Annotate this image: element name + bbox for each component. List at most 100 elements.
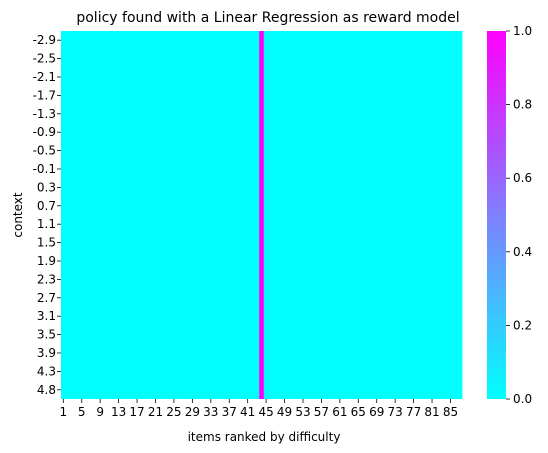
heatmap-column-22 xyxy=(157,31,163,399)
heatmap-column-41 xyxy=(245,31,251,399)
heatmap-column-81 xyxy=(429,31,435,399)
y-tick-label: 0.3 xyxy=(37,180,56,194)
x-tick-label: 57 xyxy=(314,405,329,419)
y-tick-label: -2.5 xyxy=(33,52,56,66)
heatmap-column-60 xyxy=(332,31,338,399)
heatmap-column-27 xyxy=(180,31,186,399)
x-tick-label: 13 xyxy=(111,405,126,419)
heatmap-column-72 xyxy=(388,31,394,399)
heatmap-area xyxy=(61,31,463,399)
x-tick-label: 9 xyxy=(96,405,104,419)
heatmap-column-52 xyxy=(296,31,302,399)
heatmap-column-14 xyxy=(120,31,126,399)
heatmap-column-8 xyxy=(93,31,99,399)
heatmap-column-76 xyxy=(406,31,412,399)
y-tick-label: -0.9 xyxy=(33,125,56,139)
x-tick-label: 49 xyxy=(277,405,292,419)
colorbar-tick-label: 0.0 xyxy=(513,392,532,406)
heatmap-column-64 xyxy=(351,31,357,399)
heatmap-column-9 xyxy=(97,31,103,399)
heatmap-column-48 xyxy=(277,31,283,399)
heatmap-column-51 xyxy=(291,31,297,399)
heatmap-column-65 xyxy=(355,31,361,399)
x-tick-label: 17 xyxy=(129,405,144,419)
heatmap-column-69 xyxy=(374,31,380,399)
heatmap-column-83 xyxy=(438,31,444,399)
heatmap-column-11 xyxy=(107,31,113,399)
y-tick-label: 3.9 xyxy=(37,346,56,360)
heatmap-column-4 xyxy=(74,31,80,399)
x-tick-label: 81 xyxy=(424,405,439,419)
y-tick-label: -2.9 xyxy=(33,33,56,47)
heatmap-column-28 xyxy=(185,31,191,399)
heatmap-column-13 xyxy=(116,31,122,399)
heatmap-column-40 xyxy=(240,31,246,399)
x-tick-label: 5 xyxy=(78,405,86,419)
x-tick-label: 37 xyxy=(222,405,237,419)
heatmap-column-25 xyxy=(171,31,177,399)
y-tick-label: -1.7 xyxy=(33,88,56,102)
y-tick-label: 2.3 xyxy=(37,272,56,286)
heatmap-column-38 xyxy=(231,31,237,399)
heatmap-column-56 xyxy=(314,31,320,399)
heatmap-column-50 xyxy=(286,31,292,399)
heatmap-column-46 xyxy=(268,31,274,399)
x-tick-label: 45 xyxy=(258,405,273,419)
colorbar-tick-label: 0.2 xyxy=(513,318,532,332)
y-tick-label: -0.5 xyxy=(33,144,56,158)
heatmap-column-71 xyxy=(383,31,389,399)
x-tick-label: 21 xyxy=(148,405,163,419)
heatmap-column-26 xyxy=(176,31,182,399)
heatmap-column-34 xyxy=(213,31,219,399)
colorbar-tick-label: 0.6 xyxy=(513,171,532,185)
heatmap-column-24 xyxy=(167,31,173,399)
heatmap-column-66 xyxy=(360,31,366,399)
x-tick-label: 53 xyxy=(295,405,310,419)
x-tick-label: 41 xyxy=(240,405,255,419)
x-tick-label: 61 xyxy=(332,405,347,419)
heatmap-column-61 xyxy=(337,31,343,399)
heatmap-column-59 xyxy=(328,31,334,399)
y-tick-label: -2.1 xyxy=(33,70,56,84)
heatmap-column-57 xyxy=(319,31,325,399)
heatmap-column-10 xyxy=(102,31,108,399)
heatmap-column-85 xyxy=(448,31,454,399)
colorbar xyxy=(487,31,506,399)
heatmap-column-68 xyxy=(369,31,375,399)
x-tick-label: 1 xyxy=(59,405,67,419)
heatmap-column-70 xyxy=(379,31,385,399)
heatmap-column-44 xyxy=(259,31,265,399)
heatmap-column-39 xyxy=(236,31,242,399)
heatmap-column-12 xyxy=(111,31,117,399)
heatmap-column-36 xyxy=(222,31,228,399)
heatmap-column-86 xyxy=(452,31,458,399)
x-tick-label: 85 xyxy=(443,405,458,419)
y-tick-label: 4.3 xyxy=(37,364,56,378)
heatmap-column-53 xyxy=(300,31,306,399)
colorbar-tick-label: 1.0 xyxy=(513,24,532,38)
y-tick-label: 3.1 xyxy=(37,309,56,323)
x-tick-label: 73 xyxy=(388,405,403,419)
y-tick-label: 3.5 xyxy=(37,328,56,342)
heatmap-column-3 xyxy=(70,31,76,399)
y-axis-label: context xyxy=(11,192,25,238)
heatmap-column-84 xyxy=(443,31,449,399)
x-axis-label: items ranked by difficulty xyxy=(188,430,341,444)
heatmap-column-54 xyxy=(305,31,311,399)
heatmap-column-75 xyxy=(402,31,408,399)
heatmap-column-29 xyxy=(190,31,196,399)
heatmap-column-32 xyxy=(203,31,209,399)
heatmap-column-47 xyxy=(273,31,279,399)
heatmap-column-78 xyxy=(415,31,421,399)
heatmap-column-80 xyxy=(425,31,431,399)
heatmap-column-23 xyxy=(162,31,168,399)
x-tick-label: 77 xyxy=(406,405,421,419)
heatmap-column-17 xyxy=(134,31,140,399)
heatmap-column-79 xyxy=(420,31,426,399)
colorbar-tick-label: 0.4 xyxy=(513,245,532,259)
heatmap-column-37 xyxy=(226,31,232,399)
x-tick-label: 65 xyxy=(351,405,366,419)
heatmap-column-5 xyxy=(79,31,85,399)
heatmap-column-21 xyxy=(153,31,159,399)
